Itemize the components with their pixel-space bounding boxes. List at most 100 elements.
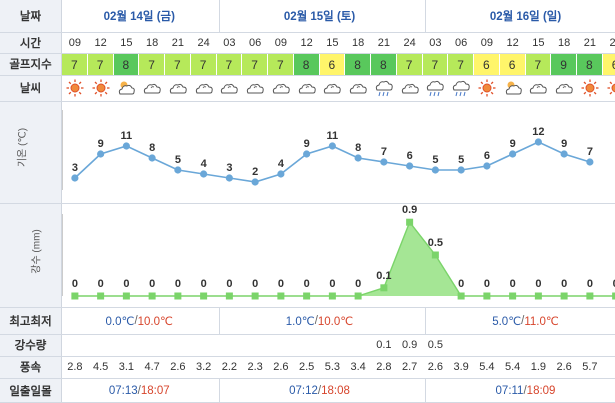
rain-amount-cell <box>345 334 371 356</box>
golf-index-cell: 7 <box>165 54 191 75</box>
rain-amount-cell <box>191 334 217 356</box>
temperature-point <box>97 150 105 158</box>
temperature-label: 4 <box>278 158 285 170</box>
precipitation-point <box>225 292 233 300</box>
temperature-point <box>431 166 439 174</box>
rain-amount-cell: 0.5 <box>427 339 444 351</box>
minmax-cell: 0.0℃/10.0℃ <box>62 307 217 334</box>
min-temp: 0.0℃ <box>105 315 135 328</box>
precipitation-point <box>148 292 156 300</box>
max-temp: 10.0℃ <box>317 315 354 328</box>
rain-amount-cell <box>88 334 114 356</box>
temperature-point <box>354 154 362 162</box>
label-rain: 강수량 <box>0 334 62 356</box>
golf-index-cell: 8 <box>345 54 371 75</box>
precipitation-point <box>328 292 336 300</box>
golf-index-cell: 7 <box>216 54 243 75</box>
cloud-icon <box>555 83 573 94</box>
wind-speed-cell: 2.7 <box>401 361 418 373</box>
rain-icon <box>452 80 470 97</box>
golf-index-cell: 6 <box>319 54 346 75</box>
hour-cell: 21 <box>171 36 184 49</box>
precipitation-label: 0 <box>355 278 361 290</box>
temp-axis-title: 기온 (℃) <box>17 127 29 168</box>
rain-amount-cell <box>526 334 552 356</box>
temperature-point <box>277 170 285 178</box>
temperature-label: 5 <box>432 154 438 166</box>
golf-index-cell: 8 <box>113 54 140 75</box>
cloud-icon <box>272 83 290 94</box>
temperature-label: 4 <box>201 158 208 170</box>
rain-amount-cell <box>268 334 294 356</box>
wind-speed-cell: 5.4 <box>504 361 521 373</box>
precipitation-label: 0 <box>458 278 464 290</box>
rain-amount-cell <box>165 334 191 356</box>
separator: / <box>521 314 525 327</box>
rain-amount-cell <box>139 334 165 356</box>
precipitation-point <box>380 284 388 292</box>
precipitation-label: 0 <box>329 278 335 290</box>
precipitation-point <box>560 292 568 300</box>
sunrise-time: 07:12 <box>289 384 318 397</box>
precipitation-point <box>97 292 105 300</box>
separator: / <box>137 384 141 397</box>
hour-cell: 15 <box>532 36 545 49</box>
golf-index-cell: 7 <box>190 54 217 75</box>
temperature-label: 7 <box>587 146 593 158</box>
hour-cell: 18 <box>558 36 571 49</box>
wind-speed-cell: 2.6 <box>556 361 572 373</box>
date-header: 02월 16일 (일) <box>489 11 562 23</box>
cloud-icon <box>143 83 161 94</box>
wind-speed-cell: 2.5 <box>298 361 315 373</box>
temperature-label: 11 <box>121 130 133 142</box>
rain-axis-title: 강수 (mm) <box>31 229 43 274</box>
rain-amount-cell <box>62 334 88 356</box>
cloud-icon <box>246 83 264 94</box>
precipitation-label: 0 <box>252 278 258 290</box>
precipitation-point <box>251 292 259 300</box>
precipitation-point <box>509 292 517 300</box>
hour-cell: 03 <box>429 36 442 49</box>
hour-cell: 06 <box>455 36 468 49</box>
temperature-label: 7 <box>381 146 387 158</box>
rain-amount-cell <box>217 334 243 356</box>
hour-cell: 21 <box>583 36 596 49</box>
sunrise-time: 07:13 <box>108 384 138 397</box>
cloud-icon <box>324 83 342 94</box>
golf-index-cell: 7 <box>396 54 423 75</box>
precipitation-area <box>74 222 615 296</box>
rain-icon <box>375 80 393 97</box>
rain-amount-cell <box>500 334 526 356</box>
precipitation-label: 0 <box>510 278 516 290</box>
separator: / <box>523 384 527 397</box>
rain-amount-cell: 0.9 <box>401 339 418 351</box>
sun-icon <box>607 79 615 97</box>
wind-speed-cell: 3.1 <box>118 361 135 373</box>
cloud-icon <box>401 83 419 94</box>
temperature-label: 5 <box>458 154 464 166</box>
golf-index-cell: 7 <box>448 54 474 75</box>
precipitation-point <box>457 292 465 300</box>
label-golf: 골프지수 <box>0 53 62 75</box>
hour-cell: 21 <box>377 36 390 49</box>
precipitation-label: 0 <box>613 278 615 290</box>
temperature-point <box>534 138 542 146</box>
temperature-point <box>509 150 517 158</box>
temperature-label: 6 <box>484 150 490 162</box>
precipitation-label: 0 <box>175 278 181 290</box>
temperature-point <box>586 158 594 166</box>
cloud-icon <box>530 83 548 94</box>
golf-index-cell: 7 <box>242 54 268 75</box>
golf-index-cell: 7 <box>87 54 114 75</box>
precipitation-label: 0 <box>587 278 593 290</box>
rain-amount-cell <box>603 334 615 356</box>
precipitation-label: 0 <box>98 278 104 290</box>
separator: / <box>134 314 138 327</box>
temperature-label: 3 <box>226 162 232 174</box>
temperature-point <box>225 174 233 182</box>
hour-cell: 09 <box>274 36 287 49</box>
precipitation-point <box>534 292 542 300</box>
wind-speed-cell: 1.9 <box>530 361 547 373</box>
hour-cell: 12 <box>94 36 107 49</box>
